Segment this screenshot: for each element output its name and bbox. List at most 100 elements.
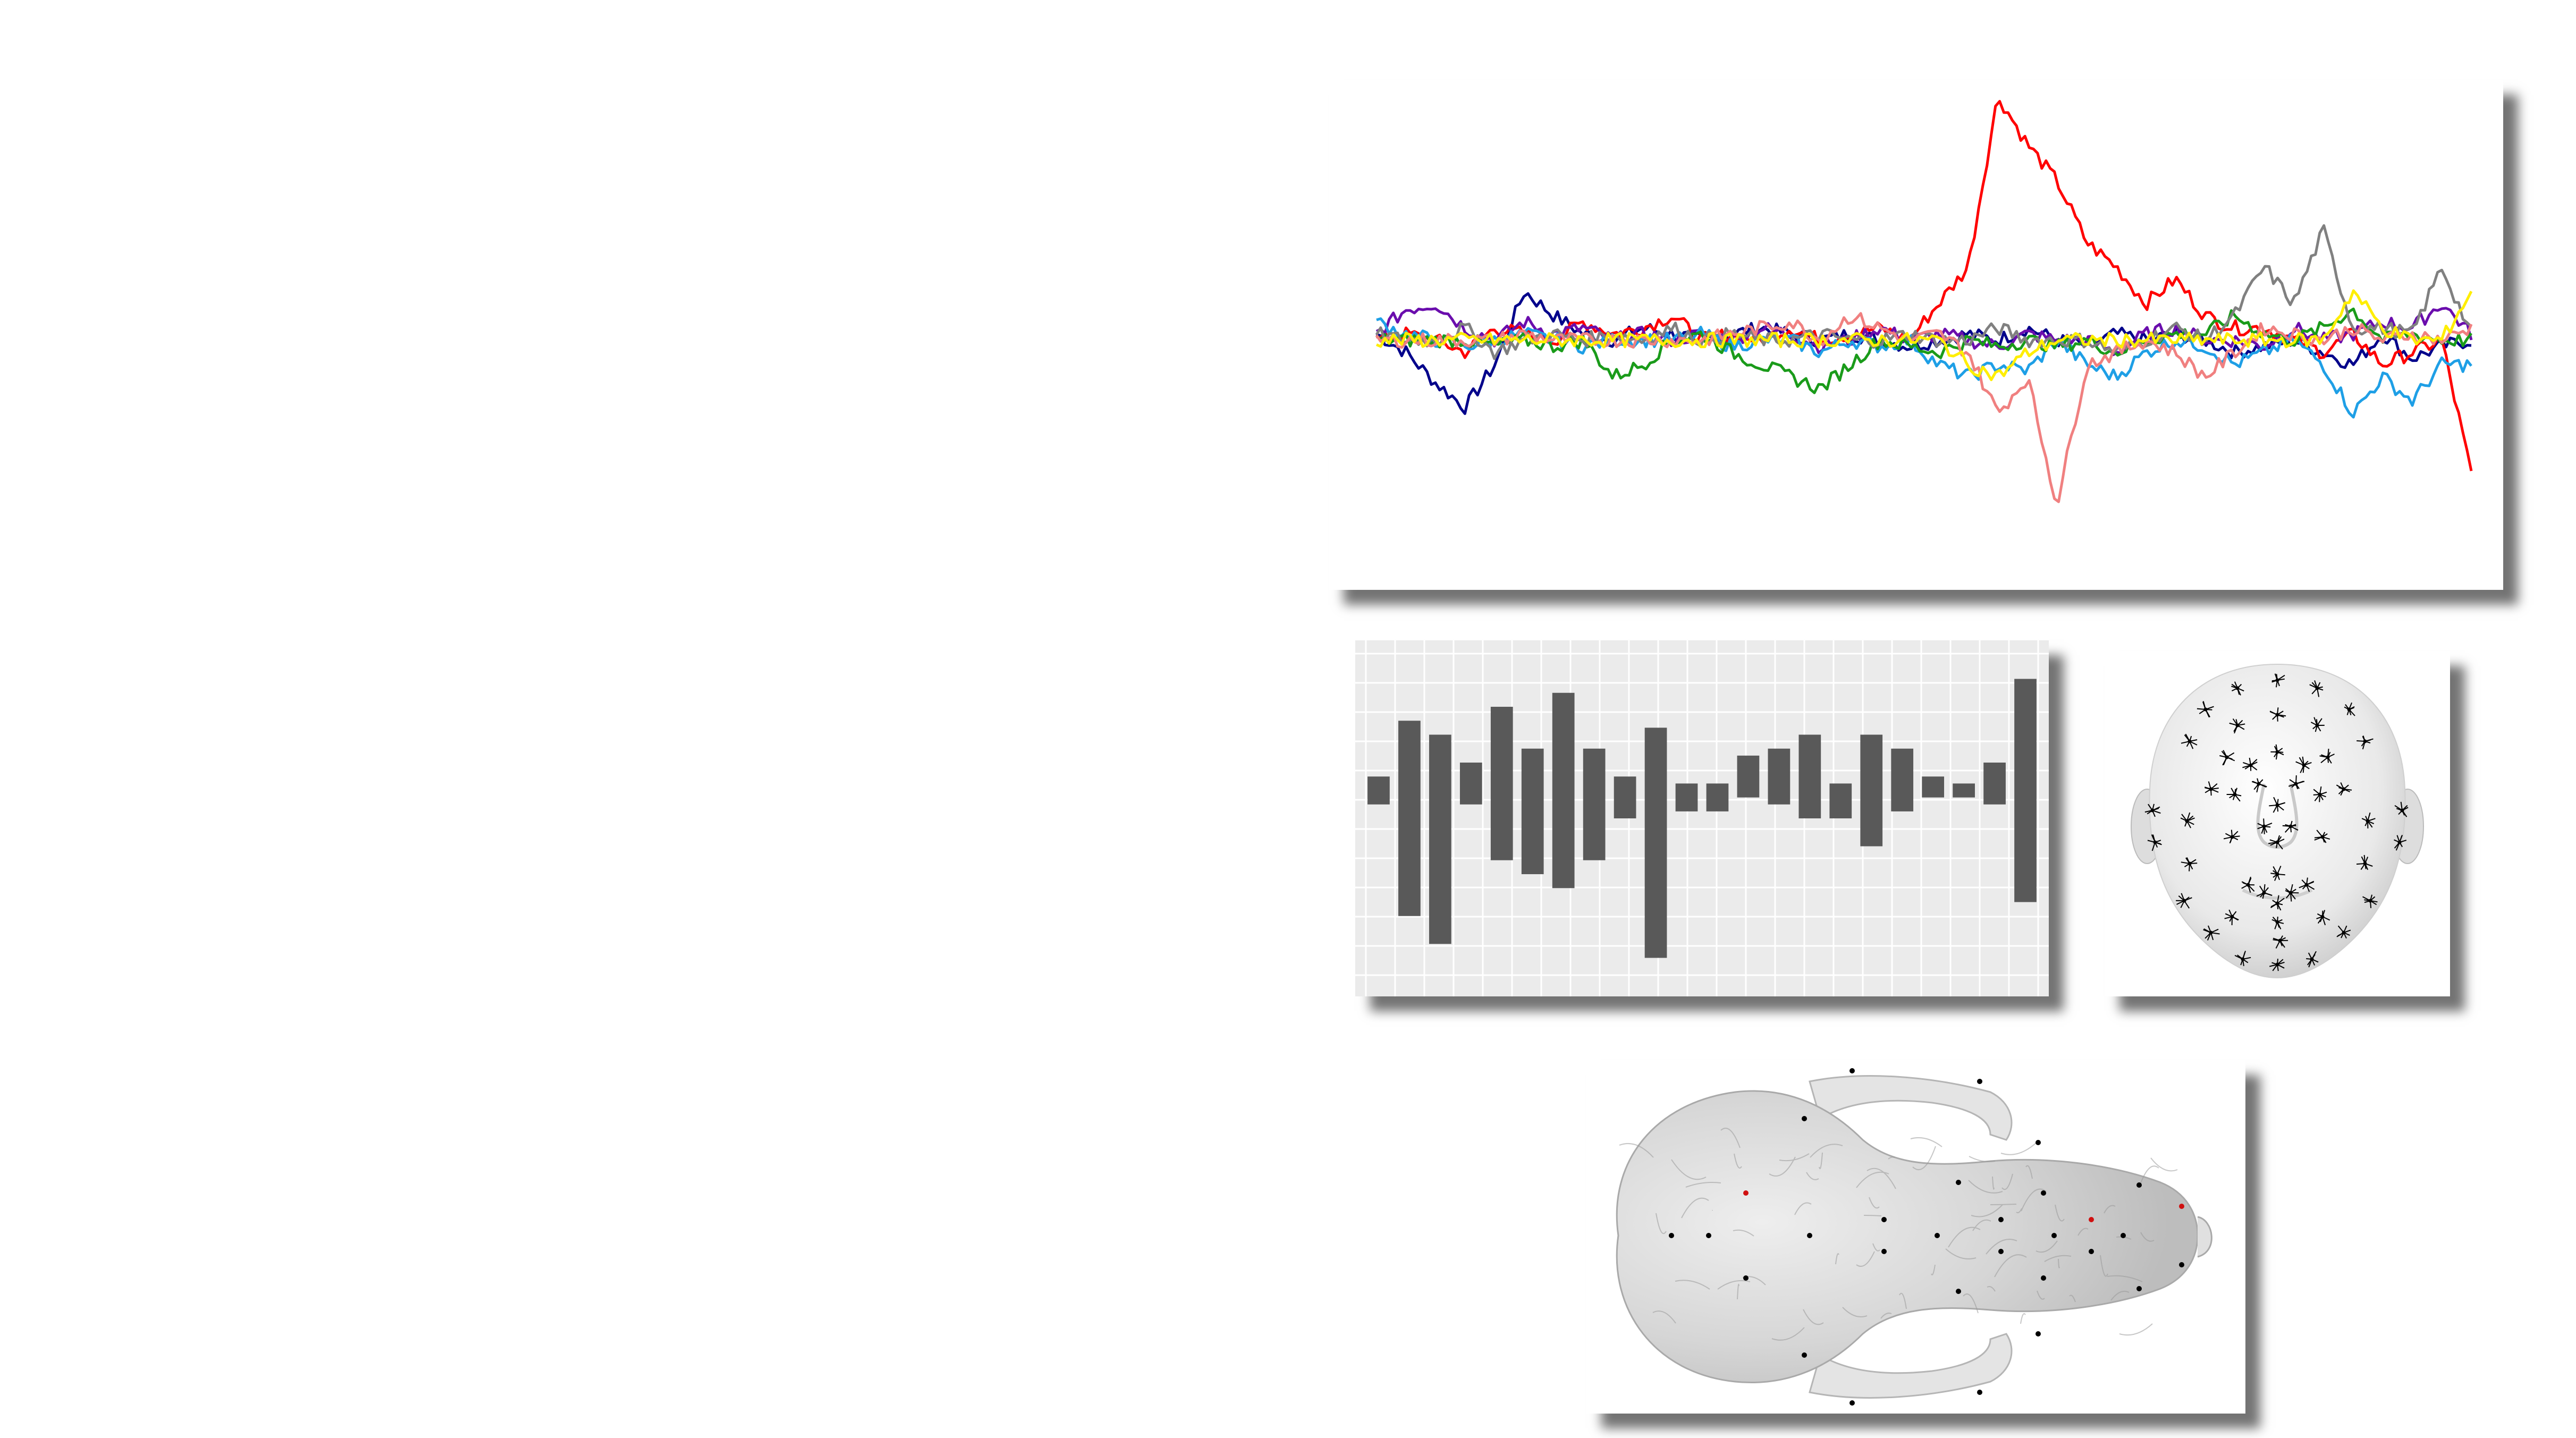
mesh-stroke (2107, 1275, 2143, 1282)
mesh-stroke (1769, 1156, 1796, 1177)
skull-landmark-24 (2121, 1233, 2126, 1238)
mesh-stroke (2055, 1204, 2065, 1222)
mesh-stroke (1737, 1283, 1739, 1300)
bar-3 (1459, 763, 1482, 805)
face-landmark-47 (2176, 893, 2192, 909)
face-landmark-44 (2316, 910, 2330, 926)
line-chart (1375, 100, 2473, 503)
face-landmark-14 (2295, 756, 2312, 773)
face-landmark-25 (2223, 830, 2240, 844)
mesh-stroke (2037, 1290, 2045, 1300)
face-landmark-2 (2309, 680, 2324, 697)
face-landmark-26 (2314, 830, 2330, 843)
face-surface (2149, 663, 2406, 979)
bar-8 (1614, 776, 1636, 818)
skull-landmark-29 (1706, 1233, 1711, 1238)
face-landmark-5 (2269, 707, 2286, 722)
face-landmark-40 (2270, 895, 2285, 911)
bar-21 (2014, 679, 2037, 902)
mesh-stroke (1872, 1243, 1880, 1251)
face-landmark-21 (2269, 797, 2286, 813)
skull-landmark-12 (1669, 1233, 1674, 1238)
bar-13 (1768, 748, 1790, 805)
face-landmark-48 (2362, 894, 2378, 908)
mesh-stroke (2077, 1228, 2089, 1236)
skull-landmark-16 (1881, 1217, 1887, 1222)
mesh-stroke (2001, 1173, 2013, 1190)
face-landmark-30 (2394, 801, 2409, 817)
face-landmark-11 (2219, 750, 2235, 766)
mesh-stroke (1779, 1153, 1810, 1162)
bar-15 (1829, 783, 1852, 818)
bar-18 (1922, 776, 1945, 798)
face-landmark-39 (2285, 884, 2299, 902)
face-landmark-28 (2361, 812, 2376, 828)
bar-2 (1429, 734, 1451, 944)
mesh-stroke (2140, 1165, 2159, 1185)
mesh-stroke (1803, 1309, 1824, 1325)
bar-chart (1355, 640, 2049, 996)
mesh-stroke (1856, 1251, 1875, 1267)
mesh-stroke (2110, 1290, 2130, 1301)
face-landmark-4 (2344, 702, 2355, 716)
face-landmark-0 (2271, 673, 2285, 688)
face-landmark-45 (2203, 925, 2220, 941)
bar-10 (1675, 783, 1698, 811)
face-landmark-37 (2270, 866, 2285, 881)
mesh-stroke (2020, 1313, 2026, 1324)
mesh-stroke (1912, 1146, 1936, 1170)
face-landmark-23 (2282, 820, 2299, 833)
bar-12 (1737, 755, 1760, 798)
mesh-stroke (1835, 1253, 1839, 1265)
face-landmark-10 (2270, 744, 2284, 760)
bar-19 (1953, 783, 1975, 798)
mesh-stroke (1899, 1292, 1907, 1309)
mesh-stroke (1969, 1156, 1996, 1162)
face-landmark-41 (2271, 916, 2284, 929)
mesh-stroke (1794, 1202, 1812, 1215)
face-landmark-27 (2180, 812, 2195, 828)
line-chart-panel (1329, 80, 2503, 590)
bar-9 (1644, 728, 1667, 958)
mesh-stroke (1994, 1254, 2027, 1278)
mesh-stroke (2150, 1157, 2178, 1172)
zygomatic-arch-top (1809, 1075, 2013, 1141)
zygomatic-arch-bottom (1809, 1333, 2013, 1399)
face-landmark-1 (2231, 681, 2244, 696)
skull-landmark-22 (2089, 1217, 2094, 1222)
mesh-stroke (1819, 1152, 1823, 1170)
mesh-stroke (1656, 1213, 1667, 1234)
bar-grid (1355, 640, 2049, 996)
mesh-stroke (1681, 1197, 1709, 1219)
skull-landmark-3 (2136, 1182, 2142, 1188)
mesh-stroke (1717, 1280, 1751, 1290)
mesh-stroke (1990, 1204, 2017, 1205)
skull-landmark-20 (1998, 1249, 2004, 1254)
face-landmark-8 (2181, 733, 2198, 749)
face-landmark-15 (2204, 781, 2219, 796)
mesh-stroke (1986, 1239, 2017, 1255)
bar-6 (1552, 692, 1575, 889)
skull-landmark-1 (1977, 1079, 1982, 1084)
face-landmarks (2144, 673, 2409, 971)
mesh-stroke (1810, 1144, 1843, 1158)
mesh-stroke (1863, 1215, 1882, 1216)
face-landmark-38 (2256, 884, 2273, 899)
bar-4 (1490, 707, 1513, 860)
skull-landmarks (1669, 1068, 2184, 1406)
bar-7 (1583, 748, 1606, 860)
mesh-stroke (1971, 1204, 2003, 1217)
face-landmark-12 (2319, 748, 2335, 764)
face-landmark-42 (2273, 935, 2288, 949)
skull-landmark-23 (2089, 1249, 2094, 1254)
mesh-stroke (2025, 1165, 2033, 1179)
skull-mesh-texture (1619, 1128, 2178, 1341)
face-landmark-9 (2357, 735, 2374, 750)
face-landmark-13 (2242, 757, 2258, 771)
face-landmark-20 (2288, 775, 2305, 790)
mouth-shadow (2242, 889, 2313, 900)
skull-landmark-13 (1743, 1190, 1749, 1196)
mesh-stroke (1987, 1286, 1996, 1292)
series-line-0 (1376, 292, 2472, 415)
mesh-stroke (2000, 1141, 2038, 1155)
